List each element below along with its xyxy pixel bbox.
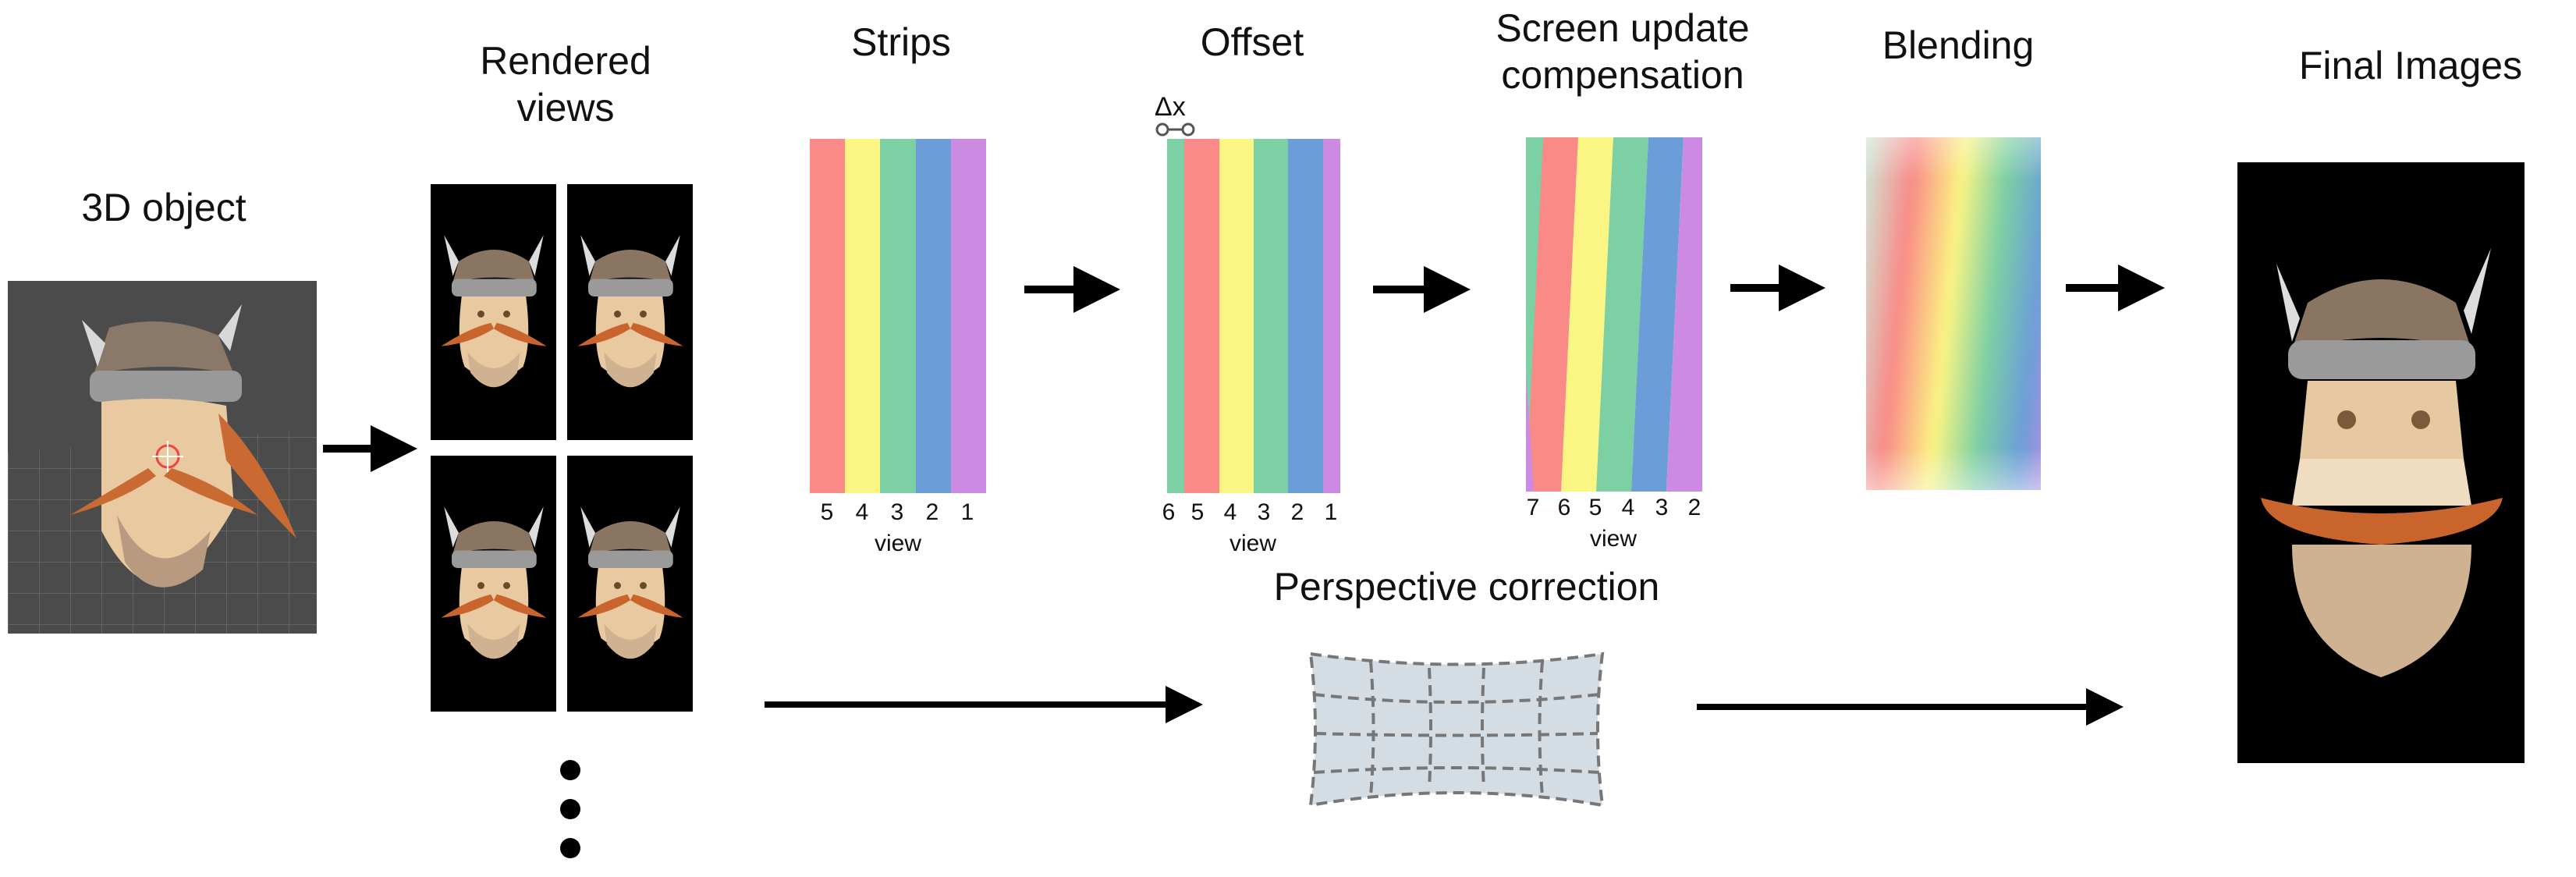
offset-strip-yellow xyxy=(1219,139,1254,493)
offset-strip-green-edge xyxy=(1167,139,1185,493)
stage-title-compensation: Screen update compensation xyxy=(1467,5,1779,98)
offset-tick-4: 2 xyxy=(1290,499,1304,525)
stage-title-strips: Strips xyxy=(851,20,951,64)
strips-axis-label: view xyxy=(874,531,921,556)
stage-title-blending: Blending xyxy=(1882,23,2035,67)
strips-panel xyxy=(810,139,987,493)
comp-tick-4: 3 xyxy=(1655,495,1669,520)
ellipsis-dot-1 xyxy=(560,760,580,780)
offset-strip-green xyxy=(1254,139,1289,493)
comp-tick-3: 4 xyxy=(1621,495,1635,520)
rendered-view-2 xyxy=(567,184,693,440)
ellipsis-dot-2 xyxy=(560,799,580,819)
rendered-view-4 xyxy=(567,456,693,712)
offset-tick-1: 5 xyxy=(1190,499,1205,525)
offset-tick-0: 6 xyxy=(1162,499,1176,525)
stage-title-perspective: Perspective correction xyxy=(1273,565,1660,609)
stage-title-offset: Offset xyxy=(1200,20,1304,64)
offset-delta-label: Δx xyxy=(1155,92,1186,122)
comp-tick-2: 5 xyxy=(1588,495,1602,520)
final-image-panel xyxy=(2237,162,2525,763)
comp-tick-1: 6 xyxy=(1557,495,1571,520)
strip-blue xyxy=(915,139,951,493)
offset-strip-purple xyxy=(1322,139,1341,493)
rendered-title-line1: Rendered xyxy=(480,39,651,83)
stage-title-rendered-views: Rendered views xyxy=(460,37,671,131)
rendered-view-1 xyxy=(431,184,556,440)
rendered-title-line2: views xyxy=(516,86,615,130)
compensation-panel xyxy=(1526,137,1702,492)
strip-red xyxy=(810,139,846,493)
strips-tick-1: 4 xyxy=(855,499,869,525)
offset-axis-label: view xyxy=(1229,531,1276,556)
perspective-warp-grid xyxy=(1304,640,1609,819)
strips-tick-0: 5 xyxy=(820,499,834,525)
offset-strip-red xyxy=(1184,139,1219,493)
comp-tick-5: 2 xyxy=(1687,495,1701,520)
offset-tick-3: 3 xyxy=(1257,499,1271,525)
stage-title-final-images: Final Images xyxy=(2298,44,2523,87)
compensation-title-line2: compensation xyxy=(1501,53,1744,97)
blending-panel xyxy=(1866,137,2041,490)
comp-axis-label: view xyxy=(1589,526,1637,552)
ellipsis-dot-3 xyxy=(560,838,580,858)
strips-tick-2: 3 xyxy=(890,499,904,525)
3d-object-viewport xyxy=(8,281,317,634)
strips-tick-4: 1 xyxy=(960,499,974,525)
strips-tick-3: 2 xyxy=(925,499,939,525)
offset-tick-5: 1 xyxy=(1324,499,1338,525)
strip-green xyxy=(880,139,916,493)
rendered-view-3 xyxy=(431,456,556,712)
stage-title-3d-object: 3D object xyxy=(81,186,247,229)
offset-panel xyxy=(1167,139,1341,493)
compensation-title-line1: Screen update xyxy=(1496,6,1750,50)
offset-tick-2: 4 xyxy=(1223,499,1237,525)
offset-strip-blue xyxy=(1288,139,1323,493)
comp-tick-0: 7 xyxy=(1526,495,1540,520)
strip-yellow xyxy=(845,139,881,493)
strip-purple xyxy=(950,139,987,493)
3d-object-render xyxy=(8,281,317,634)
